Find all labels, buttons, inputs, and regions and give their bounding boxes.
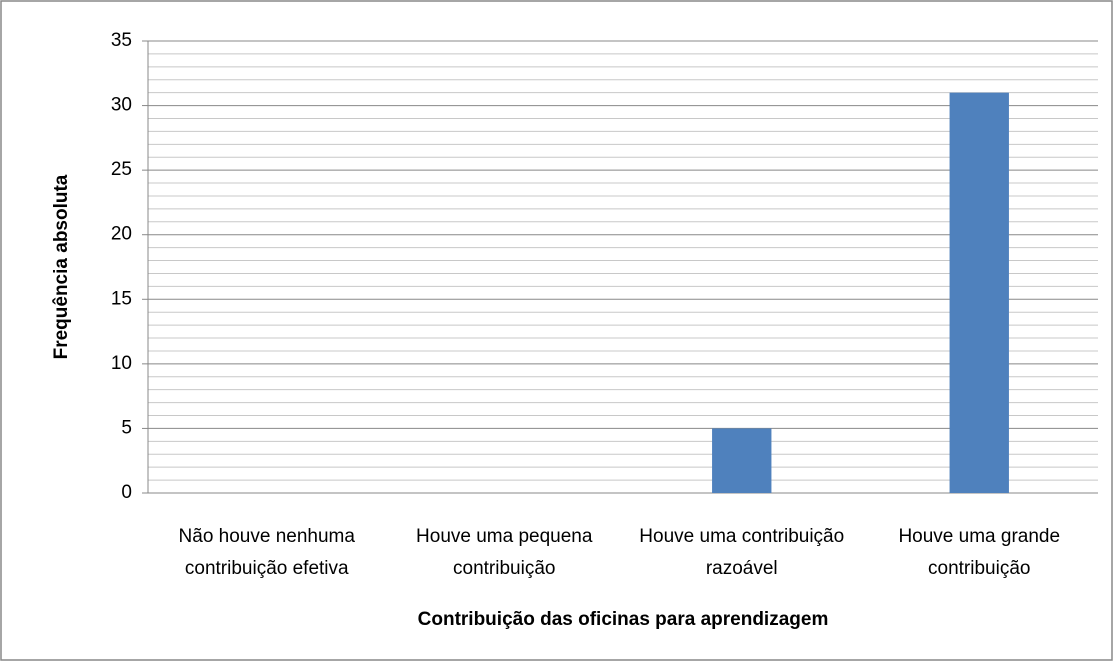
y-tick-label: 20 [111,224,132,245]
y-tick-label: 35 [111,30,132,51]
x-tick-label: Houve uma contribuição razoável [639,526,845,579]
y-tick-label: 15 [111,288,132,309]
bar [949,92,1009,494]
x-tick-label: Não houve nenhuma contribuição efetiva [178,526,355,579]
y-axis-title: Frequência absoluta [51,174,72,359]
y-tick-label: 0 [121,482,132,503]
y-tick-label: 10 [111,353,132,374]
y-tick-label: 5 [121,417,132,438]
y-tick-label: 25 [111,159,132,180]
bar [712,428,772,493]
y-tick-label: 30 [111,95,132,116]
x-tick-label: Houve uma pequena contribuição [416,526,593,579]
x-axis-title: Contribuição das oficinas para aprendiza… [418,609,829,630]
x-tick-label: Houve uma grande contribuição [898,526,1061,579]
